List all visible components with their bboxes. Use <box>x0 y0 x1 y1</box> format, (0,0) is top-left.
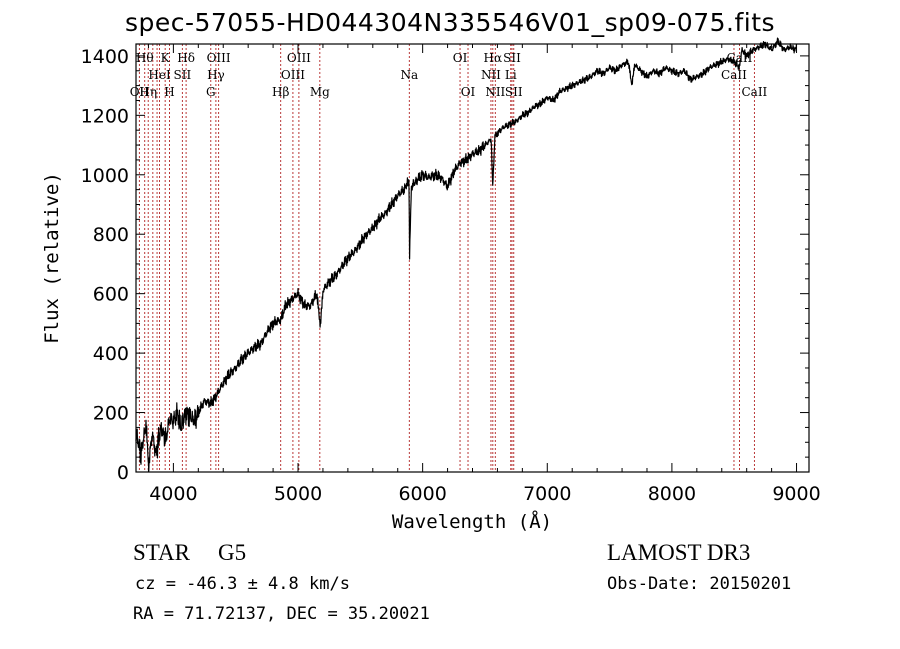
spectral-line-label: OII <box>130 85 150 99</box>
chart-title: spec-57055-HD044304N335546V01_sp09-075.f… <box>124 8 776 37</box>
x-tick-label: 6000 <box>398 483 446 505</box>
y-tick-label: 1000 <box>81 165 129 187</box>
coordinates: RA = 71.72137, DEC = 35.20021 <box>133 604 430 624</box>
y-axis-label: Flux (relative) <box>41 172 63 344</box>
x-tick-label: 8000 <box>648 483 696 505</box>
spectral-line-label: HeI <box>148 68 171 82</box>
object-subclass: G5 <box>217 540 247 565</box>
spectral-line-label: K <box>161 51 171 65</box>
spectral-line-label: CaII <box>721 68 747 82</box>
spectral-line-label: NII <box>481 68 501 82</box>
spectral-line-label: OI <box>461 85 476 99</box>
spectral-line-label: SII <box>503 51 521 65</box>
spectrum-series-line <box>135 37 798 472</box>
spectral-line-label: SII <box>174 68 192 82</box>
survey-name: LAMOST DR3 <box>607 540 751 565</box>
y-tick-label: 400 <box>93 343 129 365</box>
redshift-cz: cz = -46.3 ± 4.8 km/s <box>135 574 350 594</box>
x-tick-label: 5000 <box>274 483 322 505</box>
spectral-line-label: SII <box>505 85 523 99</box>
spectral-line-label: OIII <box>207 51 231 65</box>
object-classification: STAR G5 <box>133 540 246 566</box>
x-tick-label: 7000 <box>523 483 571 505</box>
spectral-line-label: OIII <box>287 51 311 65</box>
x-tick-label: 4000 <box>149 483 197 505</box>
spectral-line-label: Na <box>400 68 418 82</box>
spectral-line-label: H <box>164 85 174 99</box>
spectral-line-label: Hη <box>139 85 157 99</box>
y-tick-label: 800 <box>93 224 129 246</box>
y-tick-label: 1400 <box>81 46 129 68</box>
object-class: STAR <box>133 540 190 565</box>
spectral-line-label: Mg <box>310 85 330 99</box>
spectral-line-label: Li <box>505 68 517 82</box>
spectral-line-label: Hδ <box>177 51 195 65</box>
plot-frame <box>135 43 810 473</box>
spectral-line-label: Hγ <box>207 68 225 82</box>
axis-ticks: 4000 5000 6000 7000 8000 9000 0 200 400 600 800 100… <box>81 44 821 505</box>
spectral-line-label: OI <box>453 51 468 65</box>
spectral-lines-layer <box>138 44 755 472</box>
spectral-line-label: CaII <box>741 85 767 99</box>
y-tick-label: 1200 <box>81 105 129 127</box>
observation-date: Obs-Date: 20150201 <box>607 574 792 594</box>
spectral-line-label: Hβ <box>272 85 289 99</box>
y-tick-label: 0 <box>117 462 129 484</box>
x-axis-label: Wavelength (Å) <box>392 510 552 533</box>
spectral-line-labels: OIIHθHηHeIKHSIIHδGHγOIIIHβOIIIOIIIMgNaOI… <box>130 51 768 99</box>
y-tick-label: 600 <box>93 284 129 306</box>
spectral-line-label: NII <box>485 85 505 99</box>
x-tick-label: 9000 <box>772 483 820 505</box>
y-tick-label: 200 <box>93 403 129 425</box>
spectral-line-label: G <box>206 85 216 99</box>
spectral-line-label: Hα <box>484 51 503 65</box>
spectral-line-label: OIII <box>281 68 305 82</box>
spectral-line-label: Hθ <box>136 51 154 65</box>
